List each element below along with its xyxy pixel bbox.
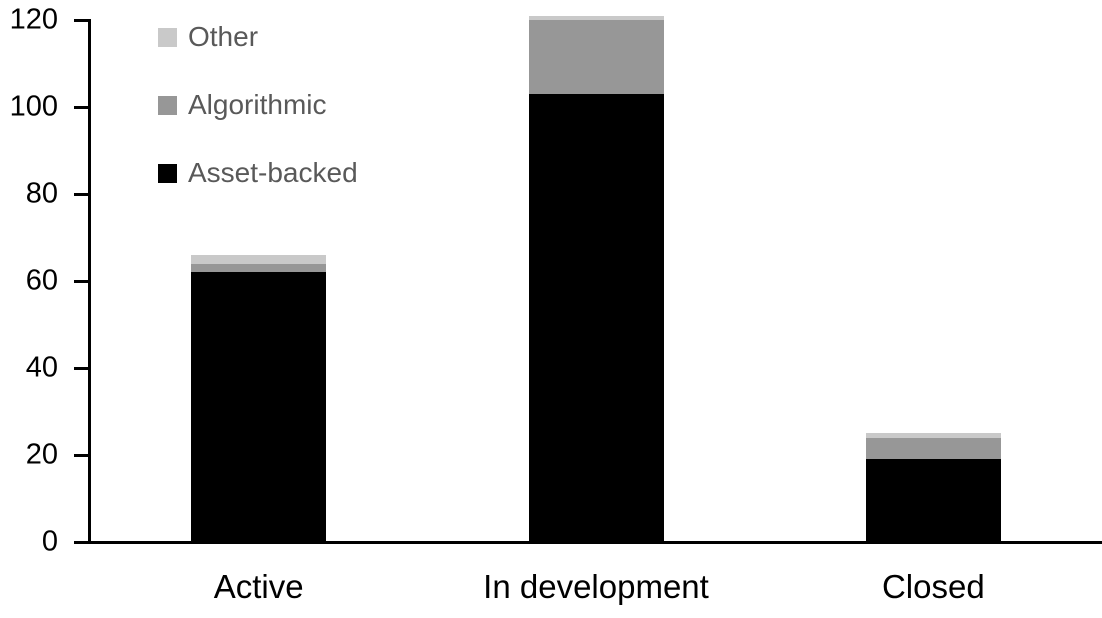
y-tick-label: 80: [25, 177, 58, 210]
legend-item-other: Other: [158, 20, 358, 54]
legend-label: Asset-backed: [188, 157, 358, 188]
legend: Other Algorithmic Asset-backed: [158, 20, 358, 224]
x-category-label: Active: [213, 568, 304, 605]
x-axis-line: [74, 541, 1102, 544]
bar-active: [191, 254, 327, 542]
bar-segment-other: [528, 15, 664, 20]
legend-label: Algorithmic: [188, 89, 327, 120]
y-tick-mark: [74, 279, 90, 283]
bar-segment-algorithmic: [528, 20, 664, 94]
bar-segment-asset-backed: [528, 93, 664, 542]
legend-swatch-icon: [158, 27, 177, 47]
y-tick-label: 20: [25, 438, 58, 471]
y-tick-label: 60: [25, 264, 58, 297]
y-tick-mark: [74, 192, 90, 196]
legend-swatch-icon: [158, 95, 177, 115]
y-tick-label: 0: [41, 525, 58, 558]
bar-segment-algorithmic: [191, 263, 327, 273]
bar-in-development: [528, 15, 664, 542]
bar-segment-other: [865, 433, 1001, 438]
legend-item-algorithmic: Algorithmic: [158, 88, 358, 122]
y-tick-mark: [74, 453, 90, 457]
legend-item-asset-backed: Asset-backed: [158, 156, 358, 190]
x-category-label: In development: [483, 568, 709, 605]
y-tick-label: 100: [9, 90, 58, 123]
bar-segment-algorithmic: [865, 437, 1001, 460]
y-tick-mark: [74, 540, 90, 544]
legend-swatch-icon: [158, 163, 177, 183]
bar-closed: [865, 433, 1001, 542]
y-tick-mark: [74, 105, 90, 109]
bar-segment-asset-backed: [865, 459, 1001, 542]
y-tick-label: 120: [9, 3, 58, 36]
legend-label: Other: [188, 21, 259, 52]
x-category-label: Closed: [881, 568, 985, 605]
bar-segment-other: [191, 254, 327, 264]
y-tick-mark: [74, 18, 90, 22]
bar-segment-asset-backed: [191, 272, 327, 542]
y-tick-mark: [74, 366, 90, 370]
y-tick-label: 40: [25, 351, 58, 384]
